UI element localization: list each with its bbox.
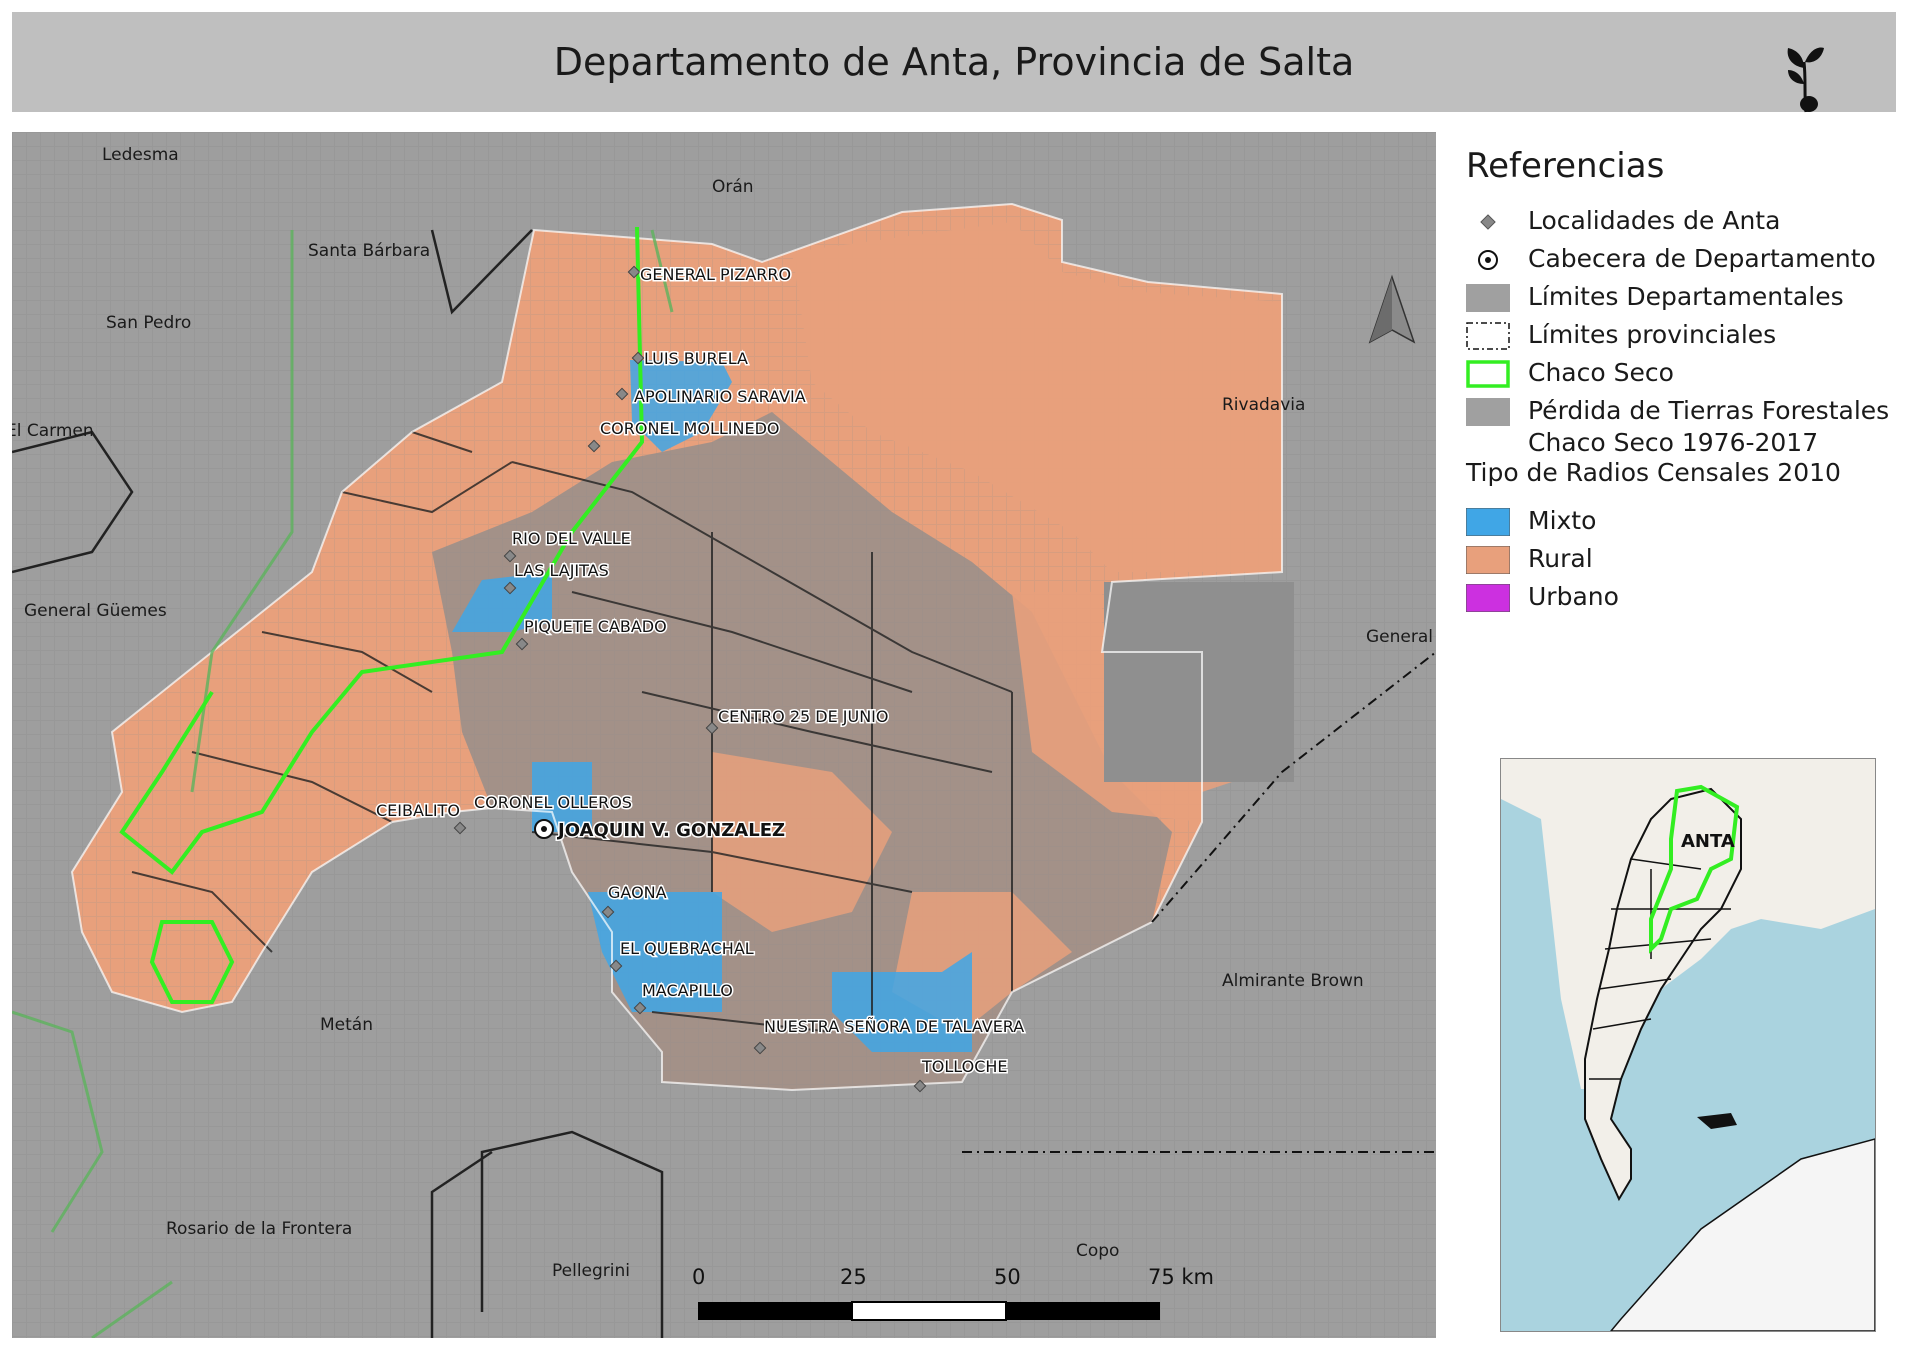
locality-labels: GENERAL PIZARRO LUIS BURELA APOLINARIO S… [375, 264, 1026, 1078]
legend-title: Referencias [1466, 146, 1665, 186]
north-arrow-icon [1368, 274, 1416, 344]
loc-macapillo: MACAPILLO [642, 981, 733, 1000]
loc-apolinario-saravia: APOLINARIO SARAVIA [634, 387, 806, 406]
place-ledesma: Ledesma [102, 145, 179, 165]
place-oran: Orán [712, 177, 754, 197]
green-outline-box-icon [1466, 360, 1510, 388]
loc-coronel-mollinedo: CORONEL MOLLINEDO [600, 419, 780, 438]
neighbor-block [1104, 582, 1294, 782]
capital-dot-icon [1478, 250, 1498, 270]
legend-localities: Localidades de Anta [1466, 204, 1896, 240]
loc-centro-25-de-junio: CENTRO 25 DE JUNIO [718, 707, 889, 726]
legend-capital: Cabecera de Departamento [1466, 242, 1896, 278]
place-copo: Copo [1076, 1241, 1119, 1261]
inset-map[interactable]: ANTA [1500, 758, 1876, 1332]
loc-luis-burela: LUIS BURELA [644, 349, 748, 368]
inset-label: ANTA [1681, 831, 1735, 852]
legend-chaco-seco: Chaco Seco [1466, 356, 1896, 392]
diamond-icon [1480, 214, 1496, 230]
legend-dept-limits: Límites Departamentales [1466, 280, 1896, 316]
legend-census-subtitle: Tipo de Radios Censales 2010 [1466, 458, 1841, 487]
loc-general-pizarro: GENERAL PIZARRO [640, 265, 791, 284]
green-limits [12, 229, 674, 1338]
loc-tolloche: TOLLOCHE [921, 1057, 1008, 1076]
legend-urbano: Urbano [1466, 580, 1896, 616]
legend-urbano-label: Urbano [1528, 582, 1619, 611]
loc-piquete-cabado: PIQUETE CABADO [524, 617, 667, 636]
department-outline [70, 202, 1283, 1092]
gray-box-icon [1466, 284, 1510, 312]
capital-dot-icon [534, 819, 554, 839]
place-general-guemes: General Güemes [24, 601, 167, 621]
map-title: Departamento de Anta, Provincia de Salta [553, 40, 1355, 84]
loc-las-lajitas: LAS LAJITAS [514, 561, 609, 580]
capital-label: JOAQUIN V. GONZALEZ [556, 820, 785, 841]
urbano-swatch-icon [1466, 584, 1510, 612]
sprout-logo-icon [1787, 47, 1824, 113]
legend-forest-loss-label2: Chaco Seco 1976-2017 [1528, 428, 1819, 457]
loc-el-quebrachal: EL QUEBRACHAL [620, 939, 754, 958]
inset-anta-outline [1649, 784, 1740, 954]
mixto-tracts [452, 360, 972, 1052]
place-labels: Ledesma Orán Santa Bárbara San Pedro El … [12, 145, 1436, 1281]
loc-gaona: GAONA [608, 883, 667, 902]
legend-rural: Rural [1466, 542, 1896, 578]
legend-chaco-seco-label: Chaco Seco [1528, 358, 1674, 387]
place-santa-barbara: Santa Bárbara [308, 241, 430, 261]
chaco-seco-boundary [119, 226, 645, 1004]
scale-bar: 0 25 50 75 km [692, 1265, 1214, 1321]
place-el-carmen: El Carmen [12, 421, 94, 441]
mixto-swatch-icon [1466, 508, 1510, 536]
place-pellegrini: Pellegrini [552, 1261, 630, 1281]
legend-prov-limits-label: Límites provinciales [1528, 320, 1777, 349]
loc-ceibalito: CEIBALITO [376, 801, 460, 820]
rural-swatch-icon [1466, 546, 1510, 574]
place-rosario: Rosario de la Frontera [166, 1219, 352, 1239]
legend-forest-loss: Pérdida de Tierras Forestales [1466, 394, 1896, 430]
title-bar: Departamento de Anta, Provincia de Salta [12, 12, 1896, 113]
place-metan: Metán [320, 1015, 373, 1035]
legend-forest-loss-label: Pérdida de Tierras Forestales [1528, 396, 1890, 425]
legend-mixto: Mixto [1466, 504, 1896, 540]
legend-prov-limits: Límites provinciales [1466, 318, 1896, 354]
scale-75: 75 km [1148, 1265, 1214, 1289]
legend-dept-limits-label: Límites Departamentales [1528, 282, 1844, 311]
gray-box-icon [1466, 398, 1510, 426]
legend-capital-label: Cabecera de Departamento [1528, 244, 1876, 273]
place-san-pedro: San Pedro [106, 313, 191, 333]
legend-mixto-label: Mixto [1528, 506, 1597, 535]
main-map[interactable]: Ledesma Orán Santa Bárbara San Pedro El … [12, 132, 1436, 1338]
place-general-g: General G [1366, 627, 1436, 647]
legend-rural-label: Rural [1528, 544, 1593, 573]
neighbor-boundaries [12, 229, 664, 1338]
loc-nuestra-senora-de-talavera: NUESTRA SEÑORA DE TALAVERA [764, 1017, 1024, 1036]
dashed-box-icon [1466, 322, 1510, 350]
scale-50: 50 [994, 1265, 1021, 1289]
scale-0: 0 [692, 1265, 705, 1289]
place-rivadavia: Rivadavia [1222, 395, 1305, 415]
place-almirante-brown: Almirante Brown [1222, 971, 1364, 991]
localities [453, 265, 927, 1093]
scale-25: 25 [840, 1265, 867, 1289]
loc-coronel-olleros: CORONEL OLLEROS [474, 793, 632, 812]
legend-localities-label: Localidades de Anta [1528, 206, 1781, 235]
inner-boundaries [131, 431, 1013, 1033]
loc-rio-del-valle: RIO DEL VALLE [512, 529, 631, 548]
